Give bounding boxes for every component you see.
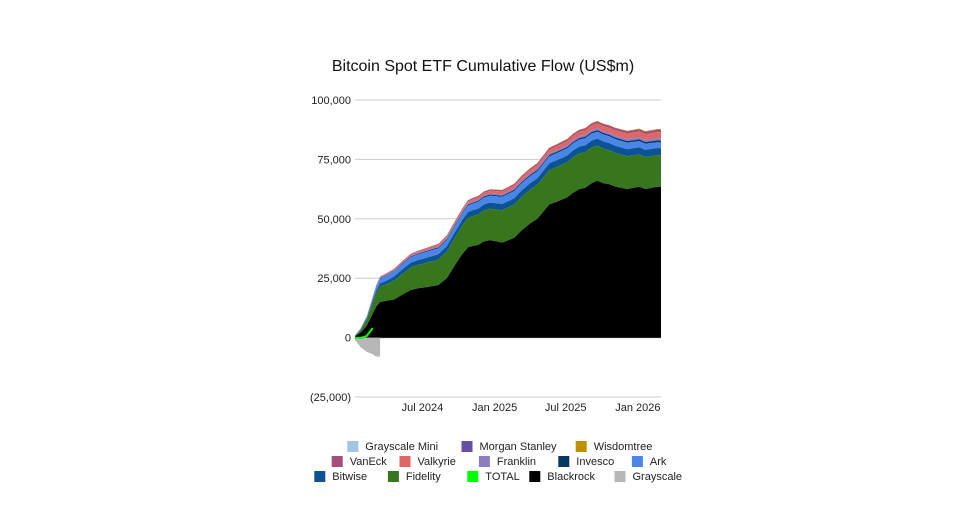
total-line-layer bbox=[354, 327, 374, 340]
line-total bbox=[354, 327, 374, 340]
y-axis-ticks: 100,000 75,000 50,000 25,000 0 (25,000) bbox=[310, 95, 351, 404]
x-tick-label: Jul 2024 bbox=[402, 402, 444, 414]
area-grayscale bbox=[355, 337, 381, 357]
x-tick-label: Jul 2025 bbox=[545, 402, 587, 414]
y-tick-label: (25,000) bbox=[310, 392, 351, 404]
legend-swatch-vaneck bbox=[331, 456, 343, 467]
legend-label-bitwise: Bitwise bbox=[332, 471, 367, 483]
plot-areas bbox=[355, 120, 661, 357]
legend-label-morgan-stanley: Morgan Stanley bbox=[480, 441, 558, 453]
legend-label-wisdomtree: Wisdomtree bbox=[594, 441, 653, 453]
legend-swatch-valkyrie bbox=[399, 456, 411, 467]
legend-swatch-morgan-stanley bbox=[461, 441, 473, 452]
legend-label-franklin: Franklin bbox=[497, 456, 536, 468]
y-tick-label: 100,000 bbox=[311, 95, 351, 107]
legend-swatch-ark bbox=[631, 456, 643, 467]
y-tick-label: 0 bbox=[345, 333, 351, 345]
legend-swatch-total bbox=[467, 471, 479, 482]
legend-label-vaneck: VanEck bbox=[350, 456, 388, 468]
area-blackrock bbox=[355, 180, 661, 338]
legend-swatch-blackrock bbox=[529, 471, 541, 482]
legend-label-ark: Ark bbox=[650, 456, 667, 468]
legend-swatch-bitwise bbox=[314, 471, 326, 482]
y-tick-label: 75,000 bbox=[317, 154, 351, 166]
area-fidelity bbox=[355, 145, 661, 337]
x-axis-ticks: Jul 2024 Jan 2025 Jul 2025 Jan 2026 bbox=[402, 402, 661, 414]
legend-label-invesco: Invesco bbox=[576, 456, 614, 468]
legend-label-fidelity: Fidelity bbox=[406, 471, 441, 483]
legend-label-grayscale-mini: Grayscale Mini bbox=[365, 441, 438, 453]
legend-swatch-grayscale bbox=[614, 471, 626, 482]
x-tick-label: Jan 2025 bbox=[472, 402, 517, 414]
legend-swatch-grayscale-mini bbox=[347, 441, 359, 452]
legend-label-total: TOTAL bbox=[485, 471, 519, 483]
legend-swatch-franklin bbox=[478, 456, 490, 467]
legend-label-valkyrie: Valkyrie bbox=[418, 456, 456, 468]
x-tick-label: Jan 2026 bbox=[615, 402, 660, 414]
legend-label-grayscale: Grayscale bbox=[633, 471, 683, 483]
y-tick-label: 25,000 bbox=[317, 273, 351, 285]
legend-swatch-invesco bbox=[558, 456, 570, 467]
y-tick-label: 50,000 bbox=[317, 214, 351, 226]
legend-swatch-wisdomtree bbox=[575, 441, 587, 452]
legend-swatch-fidelity bbox=[387, 471, 399, 482]
chart-title: Bitcoin Spot ETF Cumulative Flow (US$m) bbox=[332, 58, 634, 75]
legend: Grayscale Mini Morgan Stanley Wisdomtree Va… bbox=[314, 441, 682, 483]
legend-label-blackrock: Blackrock bbox=[547, 471, 595, 483]
